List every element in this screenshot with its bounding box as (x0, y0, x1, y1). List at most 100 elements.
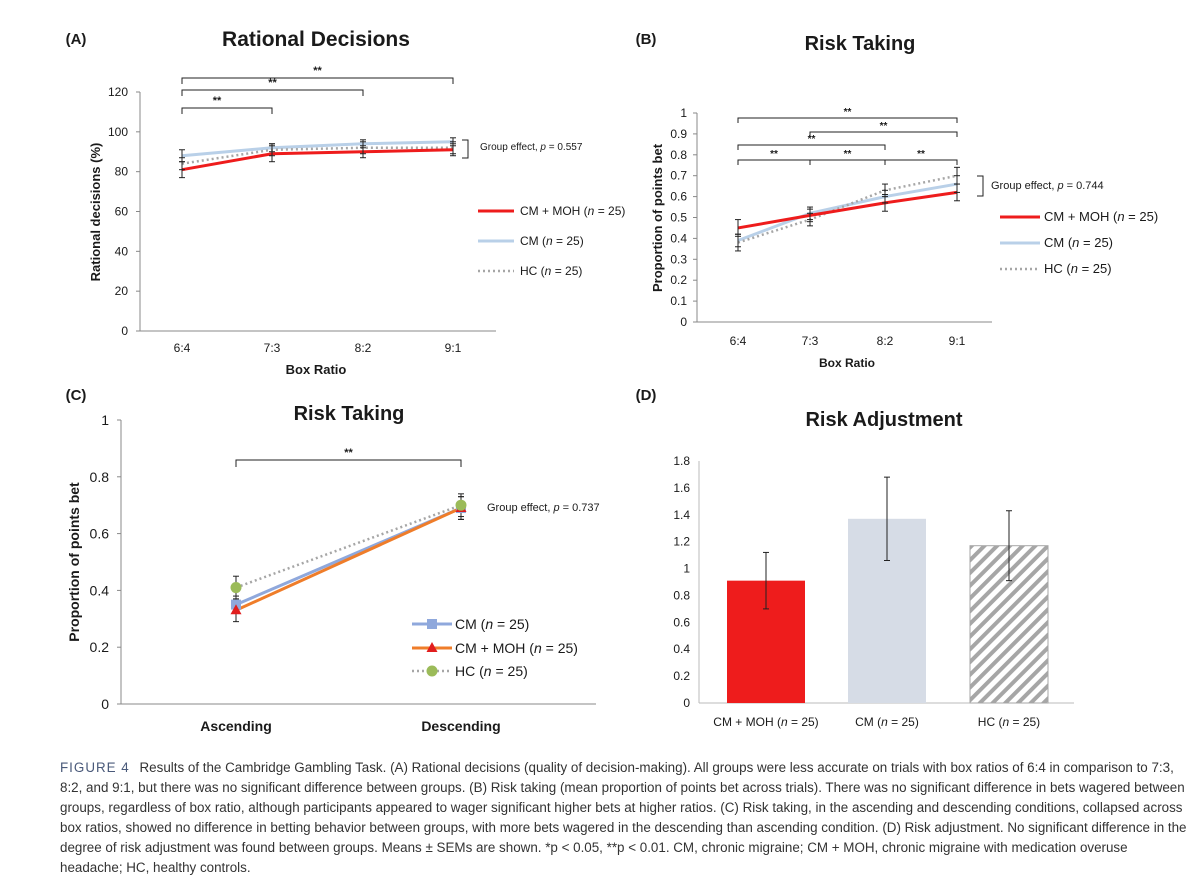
x-tick-label: 8:2 (877, 334, 894, 348)
y-tick-label: 20 (115, 284, 129, 298)
y-tick-label: 1.6 (673, 481, 690, 495)
legend-label: CM (n = 25) (455, 616, 529, 632)
y-tick-label: 0.5 (670, 211, 687, 225)
significance-label: ** (213, 95, 222, 107)
x-tick-label: 8:2 (355, 341, 372, 355)
y-tick-label: 0.4 (670, 231, 687, 245)
significance-bracket: ** (737, 134, 886, 150)
y-tick-label: 0.8 (90, 469, 110, 485)
y-tick-label: 0.6 (670, 190, 687, 204)
error-bar (179, 157, 185, 171)
group-effect-annotation: Group effect, p = 0.737 (487, 502, 600, 514)
data-point (455, 499, 467, 511)
significance-bracket: ** (181, 95, 273, 114)
panel-d-risk-adjustment: (D) Risk Adjustment 0 0.2 0.4 0.6 0.8 1 1.2 1.4 1.… (636, 387, 1074, 729)
legend-label: CM + MOH (n = 25) (455, 640, 578, 656)
group-effect-bracket (977, 175, 984, 197)
y-tick-label: 1 (101, 412, 109, 428)
significance-bracket: ** (737, 107, 958, 123)
y-tick-label: 1.4 (673, 508, 690, 522)
y-tick-label: 0 (121, 324, 128, 338)
data-point (230, 582, 242, 594)
y-tick-label: 0.2 (673, 669, 690, 683)
y-tick-label: 0.4 (90, 582, 110, 598)
y-tick-label: 0.6 (673, 615, 690, 629)
legend-label: CM + MOH (n = 25) (1044, 209, 1158, 224)
y-tick-label: 0 (680, 315, 687, 329)
error-bar (735, 233, 741, 252)
y-tick-label: 0.1 (670, 294, 687, 308)
panel-b-risk-taking: (B) Risk Taking 0 0.1 0.2 0.3 0.4 0.5 0.6 0.7 0.8 0… (636, 31, 1159, 370)
panel-label: (B) (636, 31, 657, 48)
significance-bracket: ** (884, 149, 958, 165)
figure-caption: FIGURE 4 Results of the Cambridge Gambli… (60, 758, 1190, 878)
x-tick-label: CM + MOH (n = 25) (713, 715, 818, 729)
error-bar (884, 476, 890, 561)
legend-marker (427, 619, 437, 629)
significance-label: ** (808, 134, 816, 145)
series-hc-line (737, 174, 958, 244)
series-cm-line (737, 182, 958, 242)
x-tick-label: Ascending (200, 718, 272, 734)
panel-c-risk-taking-conditions: (C) Risk Taking 0 0.2 0.4 0.6 0.8 1 Ascending Des… (66, 387, 600, 734)
panel-label: (A) (66, 31, 87, 48)
caption-text: Results of the Cambridge Gambling Task. … (60, 760, 1187, 875)
significance-bracket: ** (181, 77, 364, 96)
legend-marker (426, 642, 438, 652)
data-point (230, 604, 242, 615)
panel-label: (C) (66, 387, 87, 404)
group-effect-annotation: Group effect, p = 0.744 (991, 180, 1104, 192)
y-tick-label: 0.4 (673, 642, 690, 656)
legend-label: CM (n = 25) (1044, 235, 1113, 250)
chart-title: Risk Taking (805, 33, 916, 55)
error-bar (360, 141, 366, 155)
series-cm-moh-line (181, 148, 454, 172)
y-tick-label: 0.8 (670, 148, 687, 162)
error-bar (450, 141, 456, 155)
chart-title: Risk Adjustment (805, 409, 962, 431)
significance-label: ** (770, 149, 778, 160)
significance-label: ** (268, 77, 277, 89)
significance-bracket: ** (235, 447, 462, 467)
legend-label: HC (n = 25) (520, 264, 582, 278)
significance-bracket: ** (181, 65, 454, 84)
x-tick-label: 9:1 (949, 334, 966, 348)
chart-title: Risk Taking (294, 403, 405, 425)
y-tick-label: 0.8 (673, 588, 690, 602)
y-tick-label: 120 (108, 85, 128, 99)
panel-label: (D) (636, 387, 657, 404)
y-tick-label: 0.9 (670, 127, 687, 141)
y-axis-label: Rational decisions (%) (88, 143, 103, 282)
x-tick-label: 6:4 (174, 341, 191, 355)
error-bar (763, 551, 769, 610)
y-tick-label: 1.8 (673, 454, 690, 468)
series-hc-line (235, 504, 462, 589)
x-tick-label: 7:3 (264, 341, 281, 355)
significance-label: ** (844, 149, 852, 160)
y-tick-label: 40 (115, 244, 129, 258)
significance-label: ** (917, 149, 925, 160)
significance-bracket: ** (737, 149, 811, 165)
legend-label: CM (n = 25) (520, 234, 584, 248)
y-tick-label: 0.2 (670, 273, 687, 287)
chart-title: Rational Decisions (222, 28, 410, 51)
x-tick-label: HC (n = 25) (978, 715, 1040, 729)
x-tick-label: 6:4 (730, 334, 747, 348)
y-tick-label: 0 (683, 696, 690, 710)
significance-label: ** (313, 65, 322, 77)
series-hc-line (181, 146, 453, 165)
y-tick-label: 0 (101, 696, 109, 712)
y-tick-label: 0.7 (670, 169, 687, 183)
group-effect-bracket (462, 139, 469, 159)
error-bar (807, 212, 813, 227)
y-tick-label: 100 (108, 125, 128, 139)
significance-bracket: ** (809, 149, 886, 165)
error-bar (882, 183, 888, 198)
x-tick-label: Descending (421, 718, 500, 734)
x-tick-label: 9:1 (445, 341, 462, 355)
error-bar (1006, 510, 1012, 582)
y-tick-label: 60 (115, 205, 129, 219)
y-tick-label: 1 (680, 106, 687, 120)
y-tick-label: 80 (115, 165, 129, 179)
